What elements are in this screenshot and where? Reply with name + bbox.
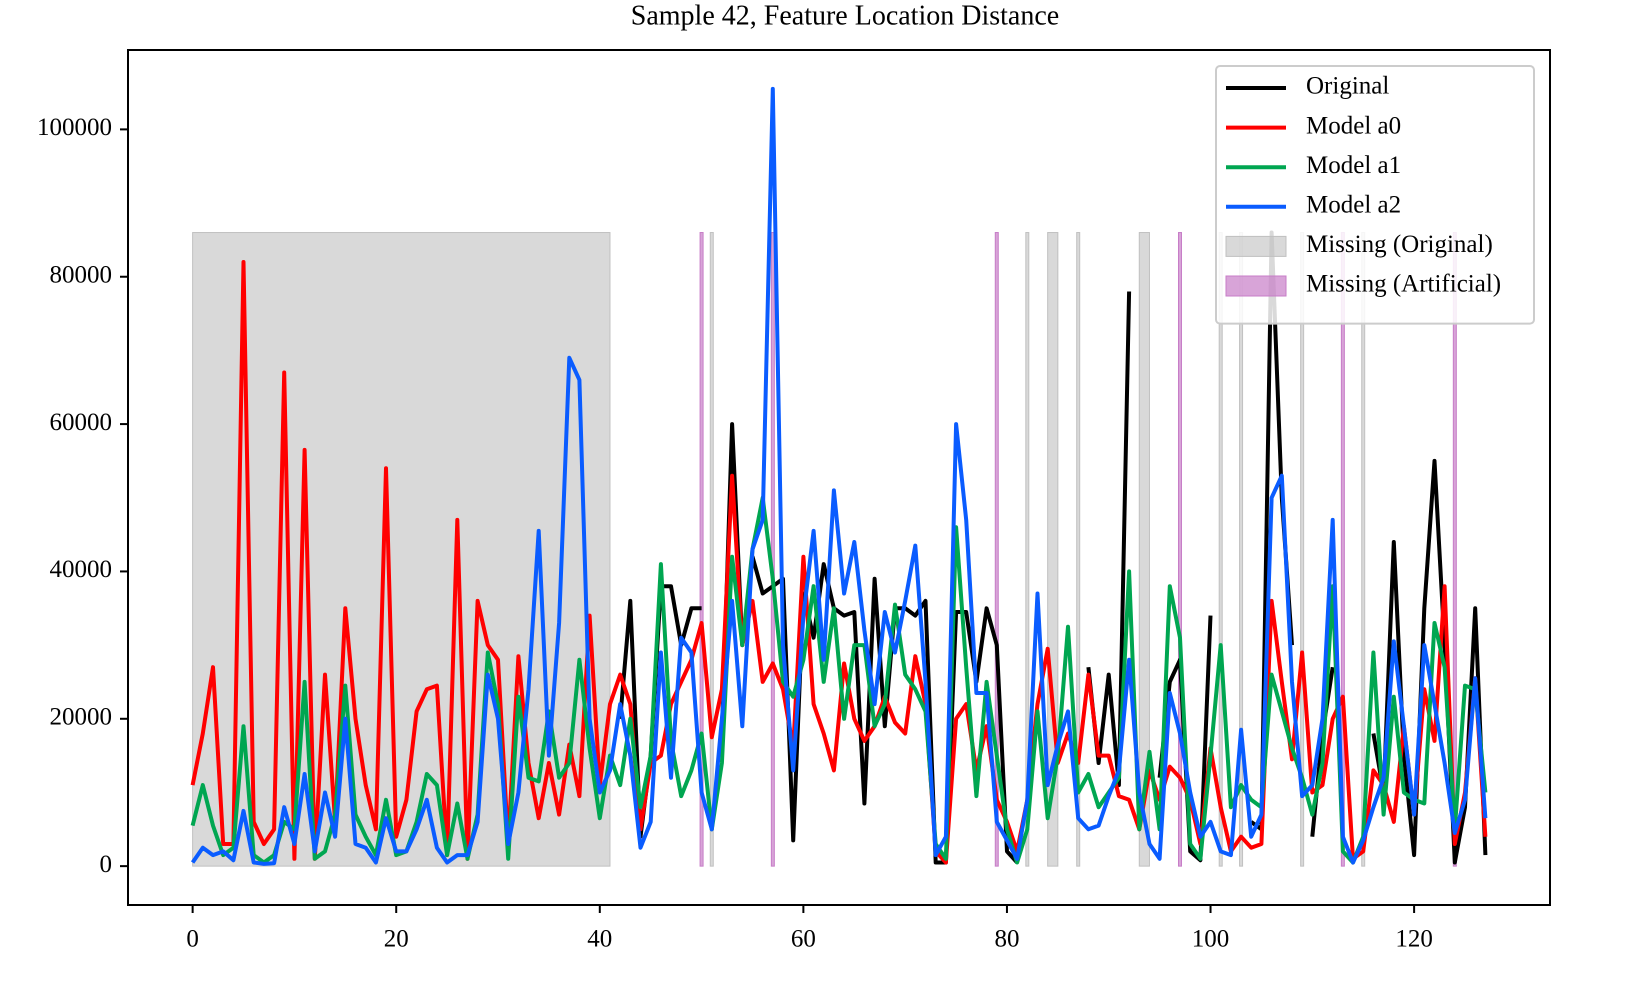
missing-span [699,232,704,867]
legend-patch [1225,235,1287,257]
legend-label: Missing (Artificial) [1306,271,1501,298]
y-tick-label: 20000 [50,704,113,731]
x-tick-label: 120 [1395,926,1433,953]
legend-label: Original [1306,73,1389,100]
x-tick-label: 60 [791,926,816,953]
legend-label: Model a2 [1306,192,1401,219]
legend-patch [1225,275,1287,297]
missing-span [709,232,714,867]
missing-span [1047,232,1059,867]
x-tick-label: 80 [994,926,1019,953]
series-line [190,86,1488,866]
y-tick-label: 60000 [50,409,113,436]
legend-box [1215,65,1535,325]
missing-span [1138,232,1150,867]
x-tick-label: 100 [1192,926,1230,953]
plot-frame [127,49,1551,906]
series-line [190,260,1488,865]
chart-title: Sample 42, Feature Location Distance [631,0,1059,31]
missing-span [1239,232,1244,867]
x-tick-label: 20 [384,926,409,953]
missing-span [1025,232,1030,867]
missing-span [1177,232,1182,867]
missing-span [1218,232,1223,867]
y-tick-label: 80000 [50,261,113,288]
x-tick-label: 40 [587,926,612,953]
missing-span [1076,232,1081,867]
legend-label: Missing (Original) [1306,231,1493,258]
legend-label: Model a0 [1306,112,1401,139]
x-tick-label: 0 [186,926,199,953]
y-tick-label: 0 [100,851,113,878]
missing-span [1361,232,1366,867]
y-tick-label: 40000 [50,556,113,583]
missing-span [994,232,999,867]
y-tick-label: 100000 [37,114,112,141]
legend-label: Model a1 [1306,152,1401,179]
missing-span [770,232,775,867]
